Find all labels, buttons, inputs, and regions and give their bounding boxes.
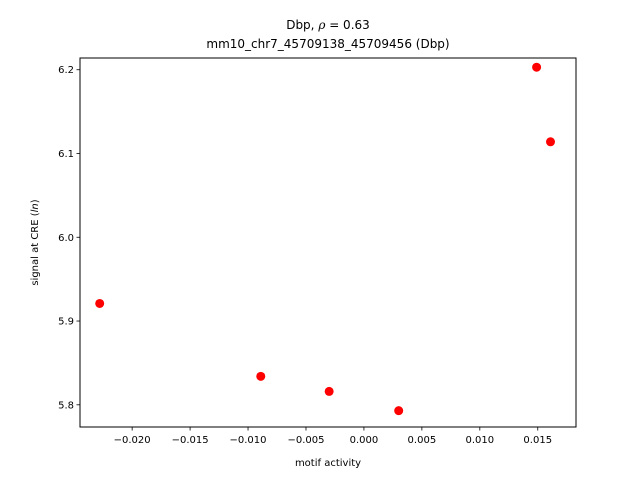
data-point <box>394 406 404 416</box>
y-tick-label: 6.0 <box>58 233 74 244</box>
y-tick-label: 5.9 <box>58 317 74 328</box>
y-tick-label: 6.1 <box>58 149 74 160</box>
x-tick-label: 0.005 <box>408 435 437 446</box>
x-tick-label: 0.000 <box>350 435 379 446</box>
chart-title: Dbp, ρ = 0.63 <box>286 18 370 32</box>
axes-frame <box>79 57 577 428</box>
x-tick-label: −0.010 <box>230 435 267 446</box>
data-point <box>546 137 556 147</box>
chart-subtitle: mm10_chr7_45709138_45709456 (Dbp) <box>206 37 449 51</box>
plot-area: −0.020 −0.015 −0.010 −0.005 0.000 0.005 0.010 0… <box>58 62 556 446</box>
y-axis-label: signal at CRE (ln) <box>30 199 41 285</box>
x-tick-label: 0.010 <box>465 435 494 446</box>
x-tick-label: 0.015 <box>523 435 552 446</box>
data-point <box>324 386 334 396</box>
data-point <box>95 298 105 308</box>
data-point <box>256 371 266 381</box>
x-axis-label: motif activity <box>295 458 361 469</box>
x-tick-label: −0.020 <box>114 435 151 446</box>
y-tick-label: 5.8 <box>58 400 74 411</box>
data-point <box>532 62 542 72</box>
y-tick-label: 6.2 <box>58 65 74 76</box>
x-tick-label: −0.015 <box>172 435 209 446</box>
x-tick-label: −0.005 <box>287 435 324 446</box>
